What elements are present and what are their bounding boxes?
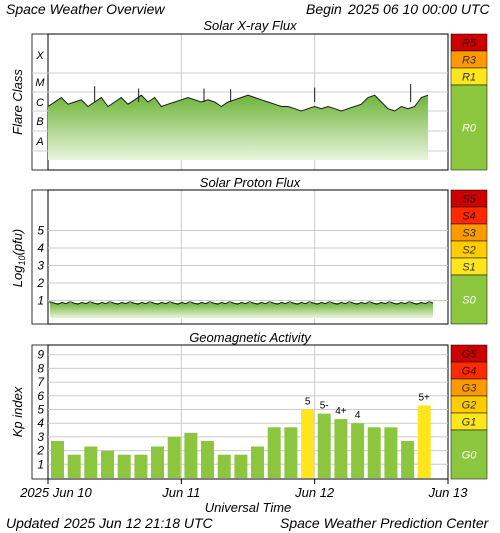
scale-label-s3: S3 xyxy=(462,228,476,240)
kp-bar-label: 5+ xyxy=(418,392,430,403)
begin-label: Begin xyxy=(306,1,342,17)
kp-bar xyxy=(351,423,365,478)
kp-bar-label: 4+ xyxy=(335,406,347,417)
kp-ytick-9: 9 xyxy=(37,348,44,362)
x-tick-label: 2025 Jun 10 xyxy=(19,485,92,500)
xray-class-m: M xyxy=(35,77,45,89)
scale-label-s4: S4 xyxy=(462,211,475,223)
scale-label-s1: S1 xyxy=(462,262,475,274)
xray-class-b: B xyxy=(36,116,43,128)
scale-label-g1: G1 xyxy=(462,417,477,429)
scale-label-g2: G2 xyxy=(462,400,477,412)
scale-label-r5: R5 xyxy=(462,38,477,50)
xray-ylabel: Flare Class xyxy=(10,69,25,135)
proton-ytick-1: 1 xyxy=(37,294,44,308)
xray-area xyxy=(48,95,428,160)
scale-label-s5: S5 xyxy=(462,194,476,206)
kp-bar xyxy=(384,427,398,478)
kp-bar xyxy=(267,427,281,478)
kp-bar xyxy=(51,441,64,478)
kp-ytick-5: 5 xyxy=(37,403,44,417)
kp-ytick-7: 7 xyxy=(37,375,45,389)
xray-class-x: X xyxy=(35,50,44,62)
scale-label-g0: G0 xyxy=(462,450,478,462)
kp-bar xyxy=(234,454,248,478)
xray-class-c: C xyxy=(36,97,44,109)
scale-cell-s0 xyxy=(450,274,488,325)
x-tick-label: Jun 12 xyxy=(294,485,335,500)
proton-line xyxy=(49,301,434,305)
proton-ylabel-tail: (pfu) xyxy=(10,229,25,256)
scale-cell-r0 xyxy=(450,84,488,171)
x-axis-label: Universal Time xyxy=(205,500,292,515)
kp-bar xyxy=(151,446,164,478)
kp-bar-label: 4 xyxy=(355,410,361,421)
kp-bar xyxy=(301,409,315,478)
proton-ytick-3: 3 xyxy=(37,259,44,273)
page-title: Space Weather Overview xyxy=(6,1,165,17)
kp-bar-label: 5 xyxy=(305,397,311,408)
proton-area xyxy=(50,303,433,318)
kp-bar xyxy=(201,441,214,478)
proton-ytick-4: 4 xyxy=(37,241,44,255)
panel-title-2: Geomagnetic Activity xyxy=(189,330,312,345)
kp-bar xyxy=(334,419,348,478)
updated-label: Updated xyxy=(6,515,59,531)
proton-ytick-5: 5 xyxy=(37,224,44,238)
scale-label-r1: R1 xyxy=(462,72,476,84)
panel-title-1: Solar Proton Flux xyxy=(200,175,301,190)
kp-bar xyxy=(167,436,181,478)
kp-ytick-1: 1 xyxy=(37,457,44,471)
kp-bar xyxy=(101,450,114,478)
kp-bar-label: 5- xyxy=(320,401,329,412)
kp-bar xyxy=(117,454,131,478)
kp-bar xyxy=(217,454,231,478)
kp-ylabel: Kp index xyxy=(10,386,25,437)
kp-bar xyxy=(367,427,381,478)
ytick-column-1 xyxy=(31,189,49,325)
kp-bar xyxy=(417,405,431,478)
x-tick-label: Jun 11 xyxy=(161,485,200,500)
kp-bar xyxy=(284,427,298,478)
proton-ylabel-main: Log xyxy=(10,265,25,287)
kp-bar xyxy=(84,446,98,478)
ytick-column-0 xyxy=(31,33,49,171)
kp-ytick-3: 3 xyxy=(37,430,44,444)
kp-ytick-6: 6 xyxy=(37,389,44,403)
begin-time: 2025 06 10 00:00 UTC xyxy=(348,1,490,17)
kp-bar xyxy=(401,441,415,478)
kp-bar xyxy=(251,446,264,478)
proton-ylabel: Log10(pfu) xyxy=(10,229,27,287)
proton-ylabel-sub: 10 xyxy=(17,256,27,266)
kp-bar xyxy=(134,454,148,478)
scale-label-r0: R0 xyxy=(462,123,477,135)
scale-label-g4: G4 xyxy=(462,366,477,378)
kp-ytick-4: 4 xyxy=(37,416,44,430)
kp-ytick-2: 2 xyxy=(36,444,44,458)
scale-label-s2: S2 xyxy=(462,245,475,257)
proton-ytick-2: 2 xyxy=(36,276,44,290)
kp-bar xyxy=(67,454,81,478)
panel-title-0: Solar X-ray Flux xyxy=(203,18,297,33)
scale-label-s0: S0 xyxy=(462,295,476,307)
xray-line xyxy=(47,94,429,112)
updated-time: 2025 Jun 12 21:18 UTC xyxy=(64,515,213,531)
kp-bar xyxy=(184,432,198,478)
ytick-column-2 xyxy=(31,344,49,480)
kp-ytick-8: 8 xyxy=(37,361,44,375)
scale-label-g3: G3 xyxy=(462,383,478,395)
xray-class-a: A xyxy=(35,136,43,148)
credit: Space Weather Prediction Center xyxy=(280,515,489,531)
scale-cell-g0 xyxy=(450,429,488,480)
scale-label-g5: G5 xyxy=(462,349,478,361)
kp-bar xyxy=(317,413,331,478)
scale-label-r3: R3 xyxy=(462,55,477,67)
x-tick-label: Jun 13 xyxy=(427,485,468,500)
